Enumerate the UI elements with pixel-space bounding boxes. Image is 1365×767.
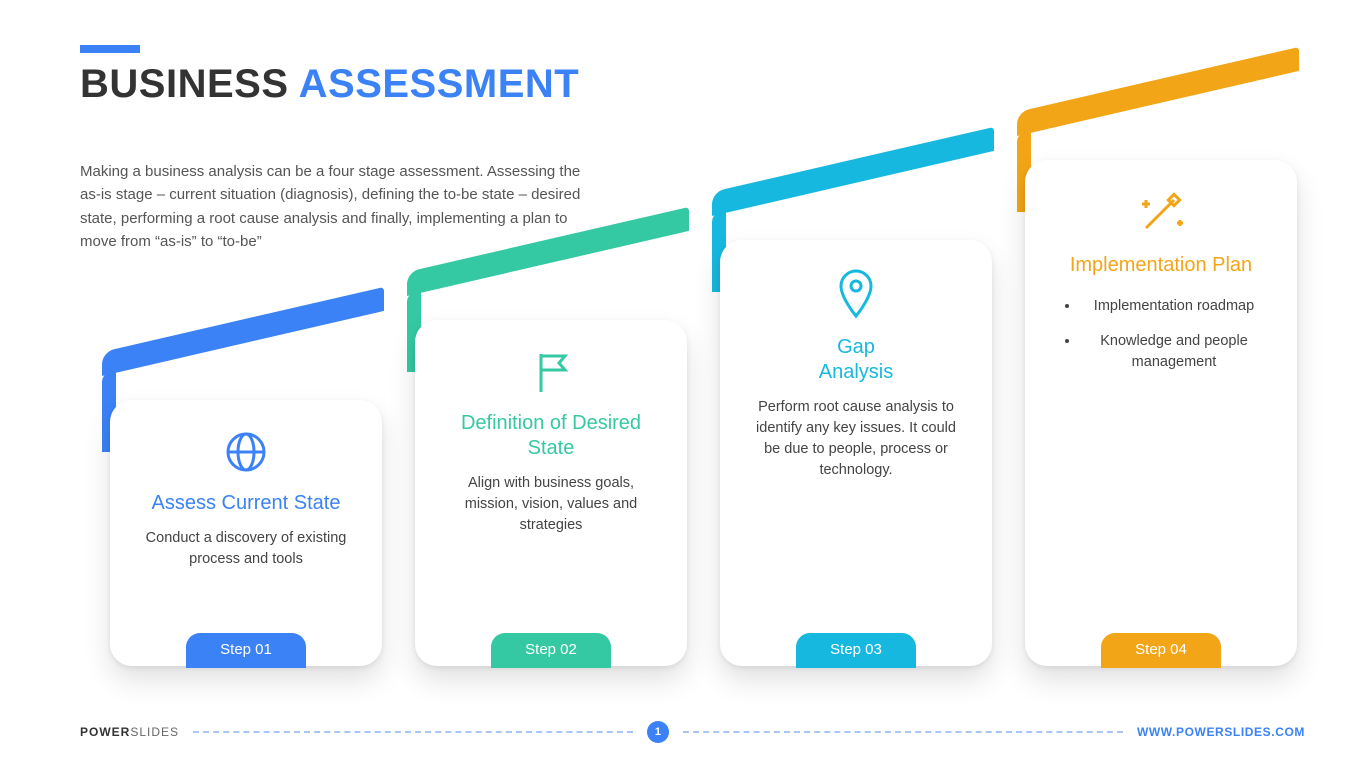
flag-icon-holder — [527, 348, 575, 401]
card: Gap Analysis Perform root cause analysis … — [720, 240, 992, 666]
card-step-2: Definition of Desired State Align with bu… — [415, 320, 687, 666]
card-bullets: Implementation roadmap Knowledge and peop… — [1054, 290, 1267, 387]
slide: BUSINESS ASSESSMENT Making a business an… — [0, 0, 1365, 767]
footer-divider-left — [193, 731, 633, 733]
globe-icon-holder — [222, 428, 270, 481]
wand-icon — [1136, 188, 1186, 238]
globe-icon — [222, 428, 270, 476]
footer-brand-bold: POWER — [80, 725, 130, 739]
card-bullet-item: Implementation roadmap — [1080, 296, 1267, 317]
ribbon-top — [712, 127, 994, 216]
card-bullet-item: Knowledge and people management — [1080, 331, 1267, 373]
card-title: Gap Analysis — [819, 335, 893, 385]
step-chip: Step 02 — [491, 633, 611, 668]
card-body: Conduct a discovery of existing process … — [139, 528, 352, 570]
ribbon-top — [1017, 47, 1299, 136]
step-chip: Step 01 — [186, 633, 306, 668]
card-step-4: Implementation Plan Implementation roadma… — [1025, 160, 1297, 666]
card: Definition of Desired State Align with bu… — [415, 320, 687, 666]
footer-divider-right — [683, 731, 1123, 733]
footer-url: WWW.POWERSLIDES.COM — [1137, 725, 1305, 739]
flag-icon — [527, 348, 575, 396]
footer-brand-light: SLIDES — [130, 725, 179, 739]
footer: POWERSLIDES 1 WWW.POWERSLIDES.COM — [80, 721, 1305, 743]
footer-brand: POWERSLIDES — [80, 725, 179, 739]
card-step-3: Gap Analysis Perform root cause analysis … — [720, 240, 992, 666]
card: Assess Current State Conduct a discovery … — [110, 400, 382, 666]
step-chip: Step 03 — [796, 633, 916, 668]
card-title: Implementation Plan — [1070, 253, 1252, 278]
step-chip: Step 04 — [1101, 633, 1221, 668]
pin-icon — [836, 268, 876, 320]
card-body: Align with business goals, mission, visi… — [444, 473, 657, 536]
card: Implementation Plan Implementation roadma… — [1025, 160, 1297, 666]
card-body: Perform root cause analysis to identify … — [749, 397, 962, 481]
card-step-1: Assess Current State Conduct a discovery … — [110, 400, 382, 666]
card-title: Assess Current State — [152, 491, 341, 516]
ribbon-top — [102, 287, 384, 376]
wand-icon-holder — [1136, 188, 1186, 243]
pin-icon-holder — [836, 268, 876, 325]
page-number-badge: 1 — [647, 721, 669, 743]
card-title: Definition of Desired State — [435, 411, 667, 461]
ribbon-top — [407, 207, 689, 296]
cards-container: Assess Current State Conduct a discovery … — [0, 0, 1365, 700]
